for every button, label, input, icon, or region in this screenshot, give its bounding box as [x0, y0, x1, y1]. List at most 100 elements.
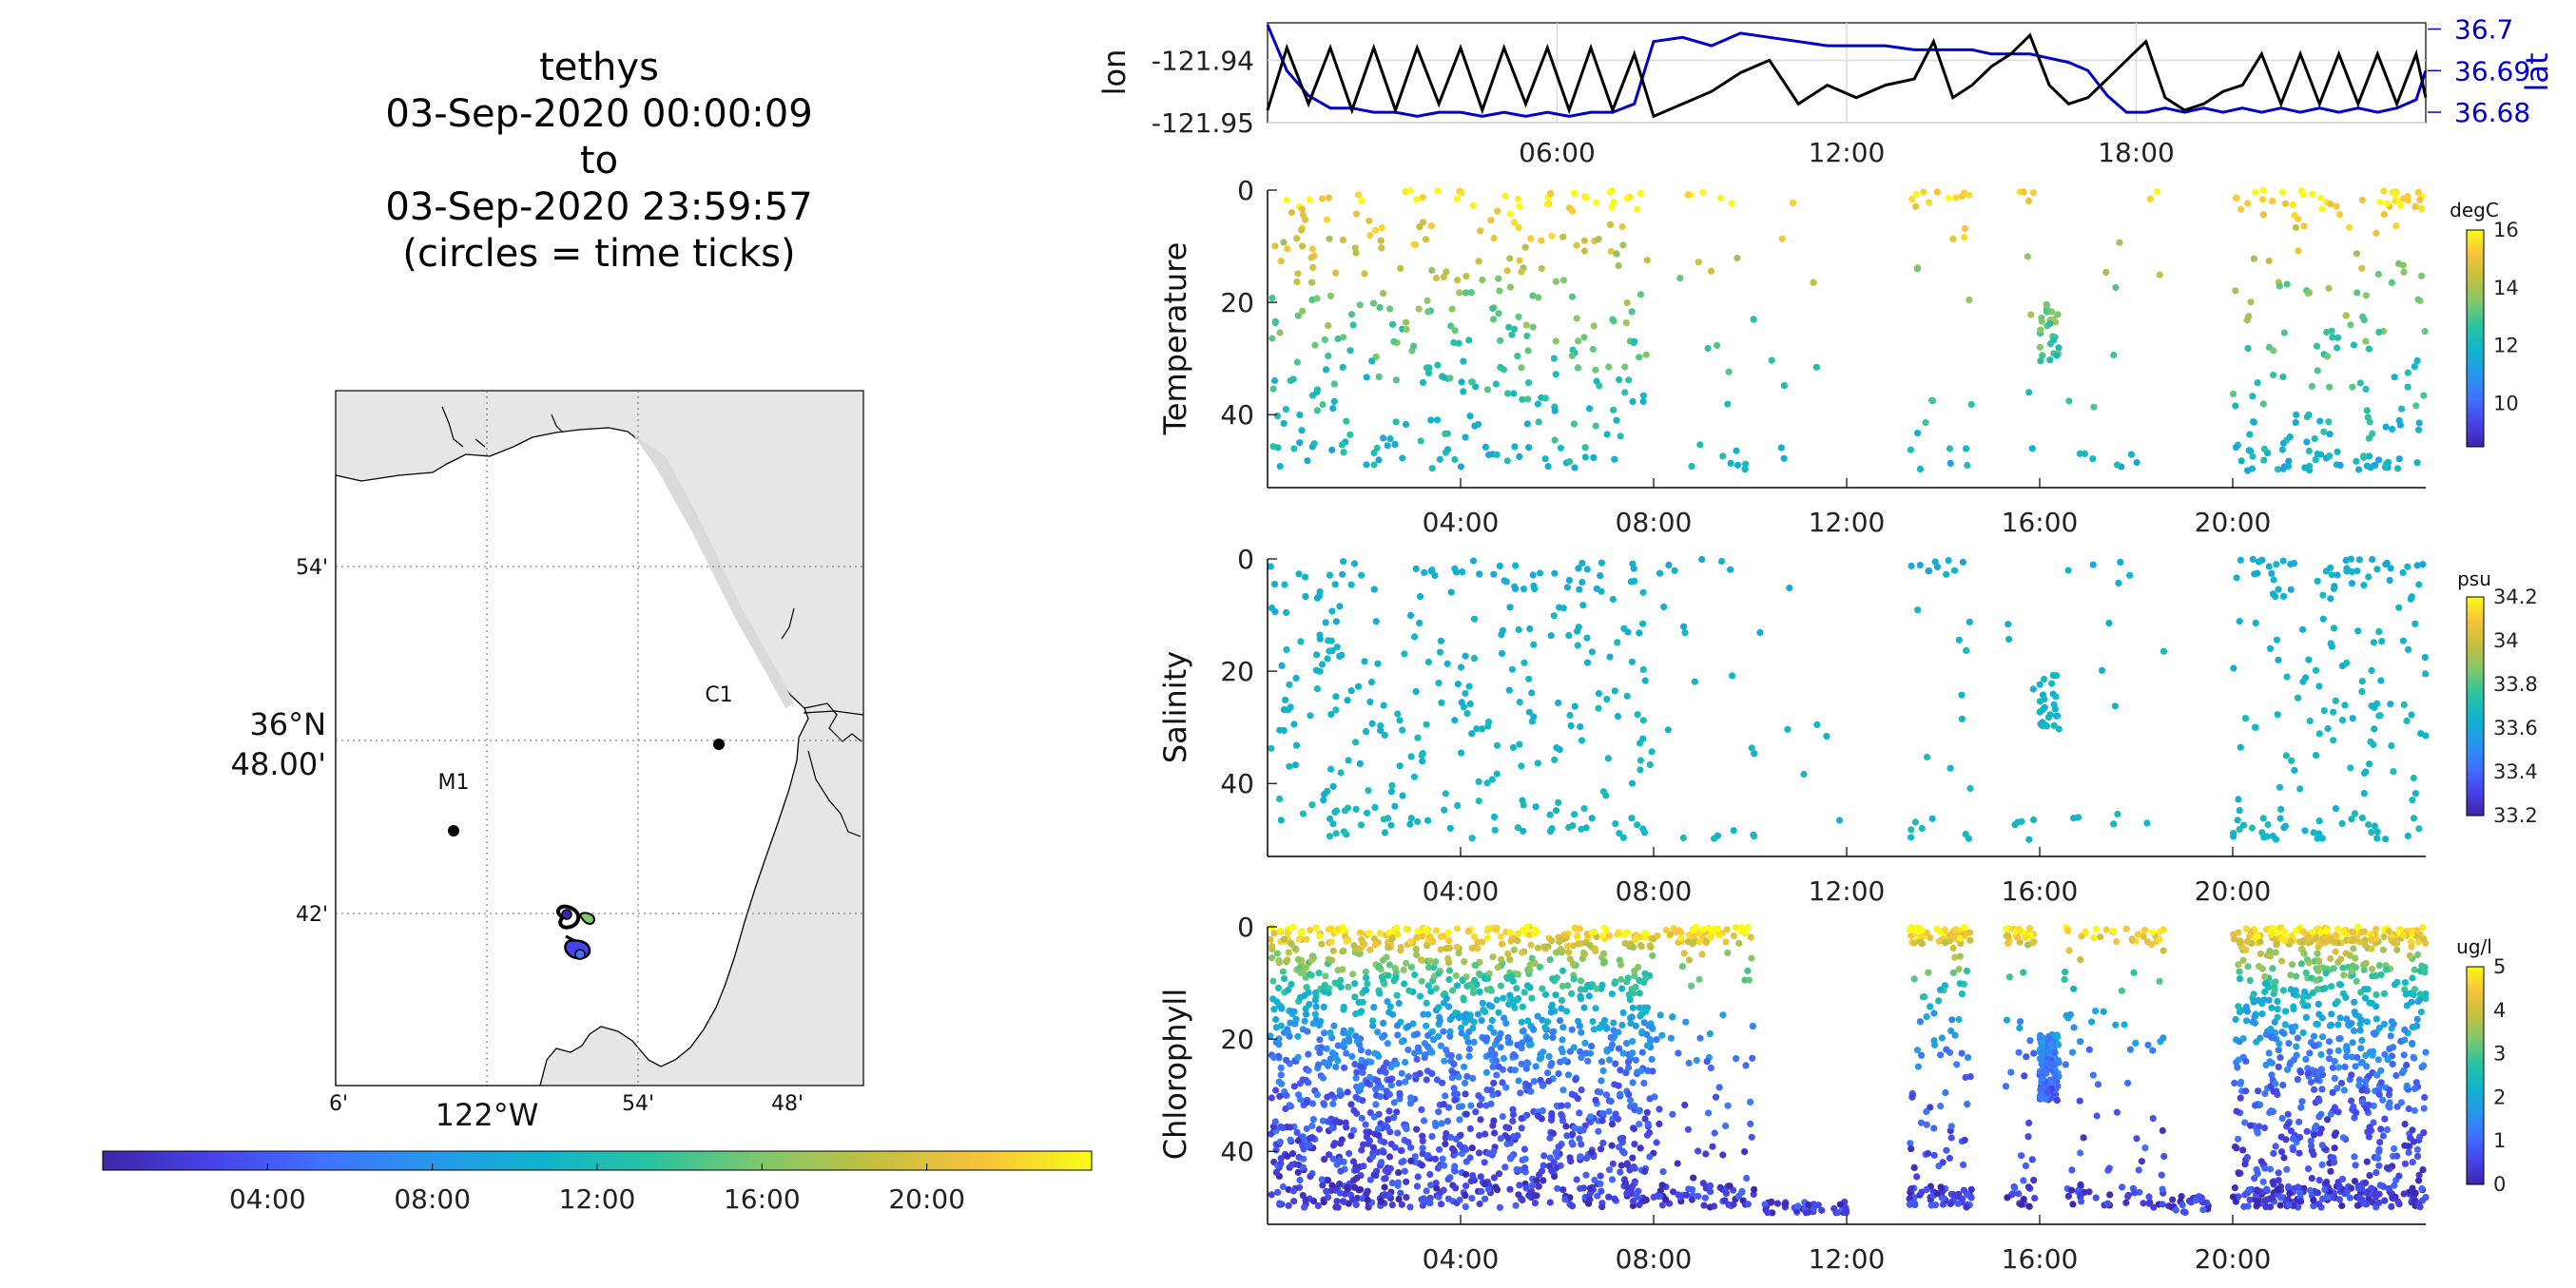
data-point — [1431, 571, 1439, 580]
data-point — [2280, 824, 2288, 832]
data-point — [1491, 826, 1499, 834]
data-point — [2038, 1048, 2045, 1056]
data-point — [1280, 935, 1288, 943]
data-point — [1343, 1124, 1350, 1131]
data-point — [1947, 1134, 1955, 1142]
data-point — [2348, 567, 2356, 576]
data-point — [2352, 1063, 2359, 1070]
data-point — [1413, 1030, 1421, 1038]
data-point — [1357, 1185, 1365, 1193]
data-point — [1366, 946, 1374, 953]
data-point — [1275, 959, 1283, 967]
data-point — [1385, 944, 1392, 952]
data-point — [2254, 1129, 2261, 1137]
data-point — [1320, 1100, 1327, 1107]
data-point — [1395, 1169, 1403, 1177]
data-point — [1639, 397, 1647, 406]
data-point — [1689, 926, 1696, 933]
data-point — [1424, 1152, 1432, 1160]
data-point — [2254, 1170, 2261, 1178]
data-point — [1555, 1069, 1562, 1078]
data-point — [1546, 956, 1554, 964]
data-point — [2022, 933, 2029, 942]
data-point — [1351, 1183, 1359, 1191]
data-point — [2236, 825, 2243, 834]
data-point — [1419, 1144, 1426, 1152]
data-point — [2417, 272, 2426, 279]
data-point — [1490, 1147, 1498, 1155]
time-colorbar-tick-label: 04:00 — [229, 1183, 306, 1215]
data-point — [1463, 1072, 1471, 1080]
data-point — [2416, 996, 2424, 1004]
data-point — [1476, 1200, 1483, 1208]
data-point — [1343, 417, 1350, 425]
data-point — [2364, 1188, 2372, 1196]
data-point — [1608, 203, 1616, 211]
data-point — [2411, 1054, 2418, 1062]
data-point — [1520, 801, 1527, 809]
data-point — [1407, 937, 1415, 946]
data-point — [1588, 929, 1596, 936]
data-point — [2131, 1189, 2139, 1197]
data-point — [1556, 1143, 1563, 1150]
data-point — [1562, 1123, 1570, 1130]
data-point — [1544, 463, 1552, 471]
data-point — [2252, 619, 2259, 627]
data-point — [2400, 1067, 2408, 1074]
title-line-start: 03-Sep-2020 00:00:09 — [385, 92, 812, 136]
data-point — [2241, 1161, 2249, 1168]
data-point — [1908, 834, 1915, 841]
data-point — [2373, 566, 2381, 573]
data-point — [1497, 336, 1504, 344]
data-point — [1605, 932, 1613, 939]
data-point — [2323, 928, 2331, 935]
data-point — [1516, 1182, 1523, 1189]
data-point — [1613, 416, 1620, 424]
data-point — [1410, 773, 1418, 780]
data-point — [1277, 1022, 1285, 1029]
data-point — [1949, 944, 1957, 952]
data-point — [2256, 1123, 2263, 1130]
data-point — [2092, 925, 2100, 932]
data-point — [1403, 325, 1410, 334]
data-point — [1325, 352, 1332, 359]
data-point — [1402, 1058, 1409, 1067]
data-point — [2276, 1201, 2284, 1209]
data-point — [1555, 699, 1562, 707]
data-point — [1541, 1024, 1549, 1031]
data-point — [2380, 210, 2388, 218]
data-point — [2267, 928, 2275, 935]
data-point — [1413, 1182, 1422, 1190]
data-point — [2414, 938, 2422, 946]
data-point — [1917, 1119, 1926, 1126]
data-point — [1388, 1201, 1396, 1209]
data-point — [2388, 742, 2395, 750]
data-point — [2015, 1048, 2023, 1056]
data-point — [1336, 603, 1344, 610]
data-point — [1505, 1125, 1513, 1132]
data-point — [2346, 223, 2353, 231]
data-point — [2025, 1202, 2033, 1210]
data-point — [2318, 205, 2326, 213]
data-point — [2358, 678, 2366, 685]
data-point — [1730, 932, 1738, 940]
data-point — [1568, 1202, 1577, 1210]
data-point — [1407, 815, 1415, 822]
data-point — [2302, 1055, 2310, 1063]
data-point — [2252, 1102, 2259, 1109]
data-point — [1589, 345, 1597, 354]
data-point — [2289, 1145, 2297, 1154]
data-point — [2250, 996, 2257, 1005]
data-point — [2392, 1071, 2400, 1080]
data-point — [1393, 924, 1401, 932]
data-point — [1548, 232, 1556, 240]
data-point — [1745, 976, 1753, 984]
data-point — [2376, 712, 2384, 720]
data-point — [2401, 979, 2409, 987]
data-point — [1413, 951, 1421, 959]
data-point — [2418, 962, 2426, 970]
data-point — [1353, 1166, 1361, 1174]
data-point — [1444, 929, 1452, 936]
data-point — [2418, 205, 2426, 213]
data-point — [1352, 805, 1360, 813]
